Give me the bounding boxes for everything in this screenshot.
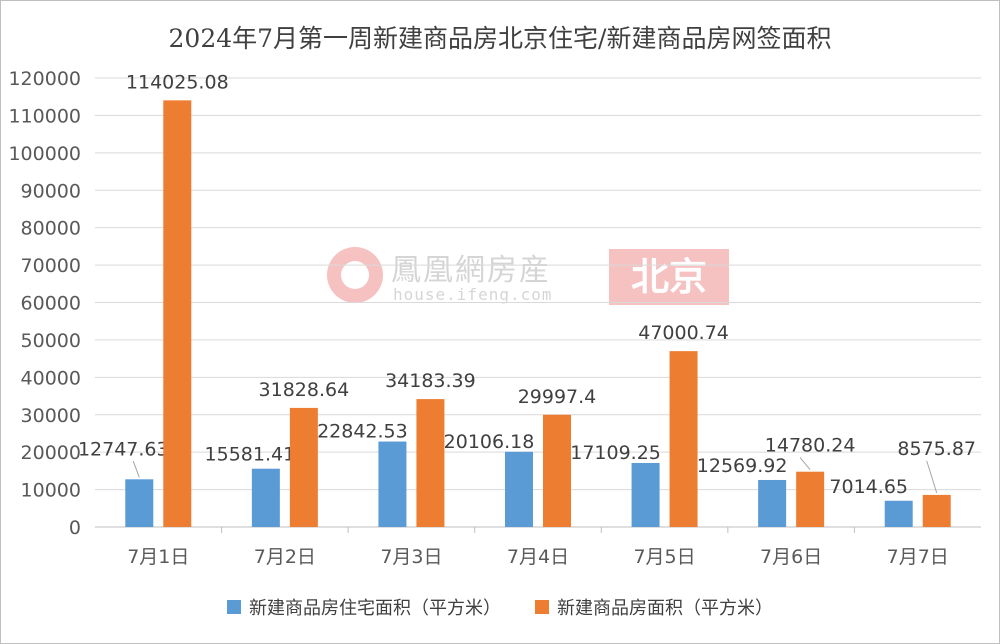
data-label-residential: 15581.41 <box>205 444 296 466</box>
watermark-name: 鳳凰網房産 <box>391 253 551 288</box>
label-leader-line <box>799 457 811 471</box>
y-tick-label: 10000 <box>21 480 81 502</box>
data-label-residential: 22842.53 <box>317 421 408 443</box>
data-label-total: 47000.74 <box>638 322 729 344</box>
x-tick-label: 7月4日 <box>507 546 569 568</box>
bar-total <box>163 100 192 528</box>
ifeng-logo-icon <box>327 247 383 303</box>
bar-residential <box>125 479 154 527</box>
x-tick-label: 7月3日 <box>380 546 442 568</box>
data-label-residential: 20106.18 <box>444 431 535 453</box>
bar-total <box>796 471 825 527</box>
y-tick-label: 30000 <box>21 405 81 427</box>
y-tick-label: 100000 <box>8 143 81 165</box>
bar-total <box>669 351 698 527</box>
y-tick-label: 60000 <box>21 293 81 315</box>
x-tick-label: 7月1日 <box>127 546 189 568</box>
legend-swatch-residential <box>227 600 241 614</box>
bar-residential <box>884 500 913 527</box>
x-tick-label: 7月6日 <box>760 546 822 568</box>
y-tick-label: 50000 <box>21 330 81 352</box>
bar-residential <box>631 462 660 527</box>
y-tick-label: 110000 <box>8 105 81 127</box>
data-label-total: 34183.39 <box>385 370 476 392</box>
legend-item-residential: 新建商品房住宅面积（平方米） <box>227 594 501 620</box>
data-label-residential: 17109.25 <box>570 442 661 464</box>
legend-item-total: 新建商品房面积（平方米） <box>535 594 773 620</box>
legend: 新建商品房住宅面积（平方米） 新建商品房面积（平方米） <box>1 594 999 620</box>
bar-total <box>289 407 318 527</box>
data-label-total: 8575.87 <box>897 438 976 460</box>
label-leader-line <box>132 461 140 478</box>
bar-residential <box>251 468 280 527</box>
x-tick-label: 7月7日 <box>887 546 949 568</box>
label-leader-line <box>926 460 938 494</box>
x-tick-label: 7月5日 <box>633 546 695 568</box>
legend-label-residential: 新建商品房住宅面积（平方米） <box>249 598 501 619</box>
data-label-total: 114025.08 <box>126 71 229 93</box>
bar-total <box>543 414 571 527</box>
watermark-city: 北京 <box>609 249 729 305</box>
bar-residential <box>378 441 407 527</box>
y-tick-label: 70000 <box>21 255 81 277</box>
y-tick-label: 120000 <box>8 68 81 90</box>
legend-swatch-total <box>535 600 549 614</box>
x-tick-label: 7月2日 <box>254 546 316 568</box>
data-label-total: 31828.64 <box>259 379 350 401</box>
y-tick-label: 80000 <box>21 218 81 240</box>
bar-total <box>416 399 445 527</box>
data-label-residential: 7014.65 <box>829 476 908 498</box>
chart-title: 2024年7月第一周新建商品房北京住宅/新建商品房网签面积 <box>168 24 832 53</box>
bar-residential <box>505 451 533 527</box>
y-tick-label: 20000 <box>21 442 81 464</box>
y-tick-label: 0 <box>69 517 81 539</box>
bar-total <box>922 494 951 527</box>
y-tick-label: 90000 <box>21 180 81 202</box>
data-label-residential: 12569.92 <box>697 455 788 477</box>
data-label-total: 14780.24 <box>765 435 856 457</box>
watermark-url: house.ifeng.com <box>393 285 553 304</box>
bar-residential <box>758 479 787 527</box>
watermark: 鳳凰網房産 house.ifeng.com 北京 <box>327 245 737 309</box>
y-tick-label: 40000 <box>21 367 81 389</box>
data-label-total: 29997.4 <box>518 386 597 408</box>
legend-label-total: 新建商品房面积（平方米） <box>557 598 773 619</box>
data-label-residential: 12747.63 <box>78 438 169 460</box>
